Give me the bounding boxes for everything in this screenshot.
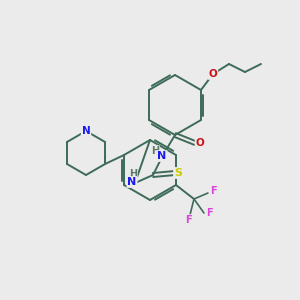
Text: F: F bbox=[185, 215, 191, 225]
Text: O: O bbox=[196, 138, 204, 148]
Text: F: F bbox=[210, 186, 216, 196]
Text: H: H bbox=[151, 146, 159, 156]
Text: S: S bbox=[174, 168, 182, 178]
Text: N: N bbox=[82, 126, 90, 136]
Text: O: O bbox=[208, 69, 217, 79]
Text: F: F bbox=[206, 208, 212, 218]
Text: H: H bbox=[129, 169, 137, 179]
Text: N: N bbox=[128, 177, 136, 187]
Text: N: N bbox=[158, 151, 166, 161]
